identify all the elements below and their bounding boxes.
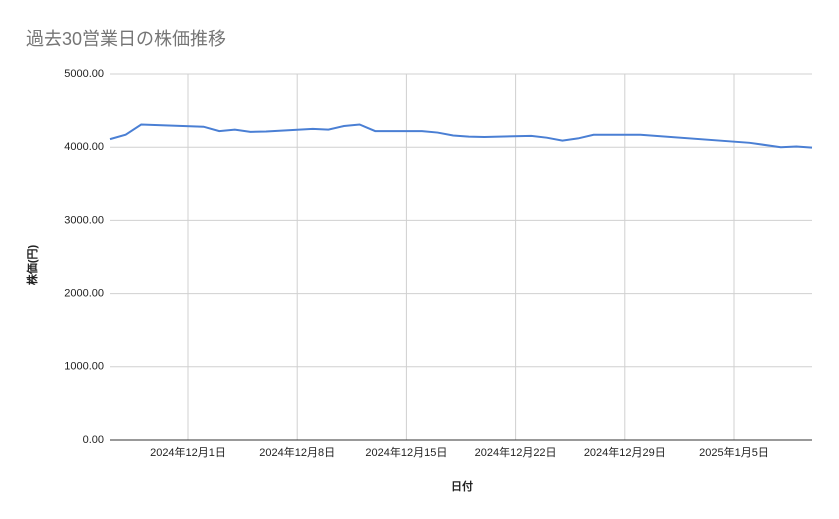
x-tick-label: 2025年1月5日 [699, 445, 769, 459]
x-tick-label: 2024年12月15日 [365, 445, 447, 459]
x-tick-label: 2024年12月22日 [475, 445, 557, 459]
x-tick-label: 2024年12月1日 [150, 445, 226, 459]
y-tick-label: 2000.00 [64, 288, 104, 300]
x-axis-title: 日付 [451, 479, 473, 493]
y-tick-label: 3000.00 [64, 214, 104, 226]
y-tick-label: 0.00 [83, 434, 104, 446]
y-tick-label: 4000.00 [64, 141, 104, 153]
chart-title: 過去30営業日の株価推移 [26, 29, 226, 49]
y-tick-label: 1000.00 [64, 361, 104, 373]
x-tick-label: 2024年12月29日 [584, 445, 666, 459]
y-axis-title: 株価(円) [25, 245, 39, 286]
x-tick-label: 2024年12月8日 [259, 445, 335, 459]
y-tick-label: 5000.00 [64, 68, 104, 80]
data-line [109, 123, 813, 149]
